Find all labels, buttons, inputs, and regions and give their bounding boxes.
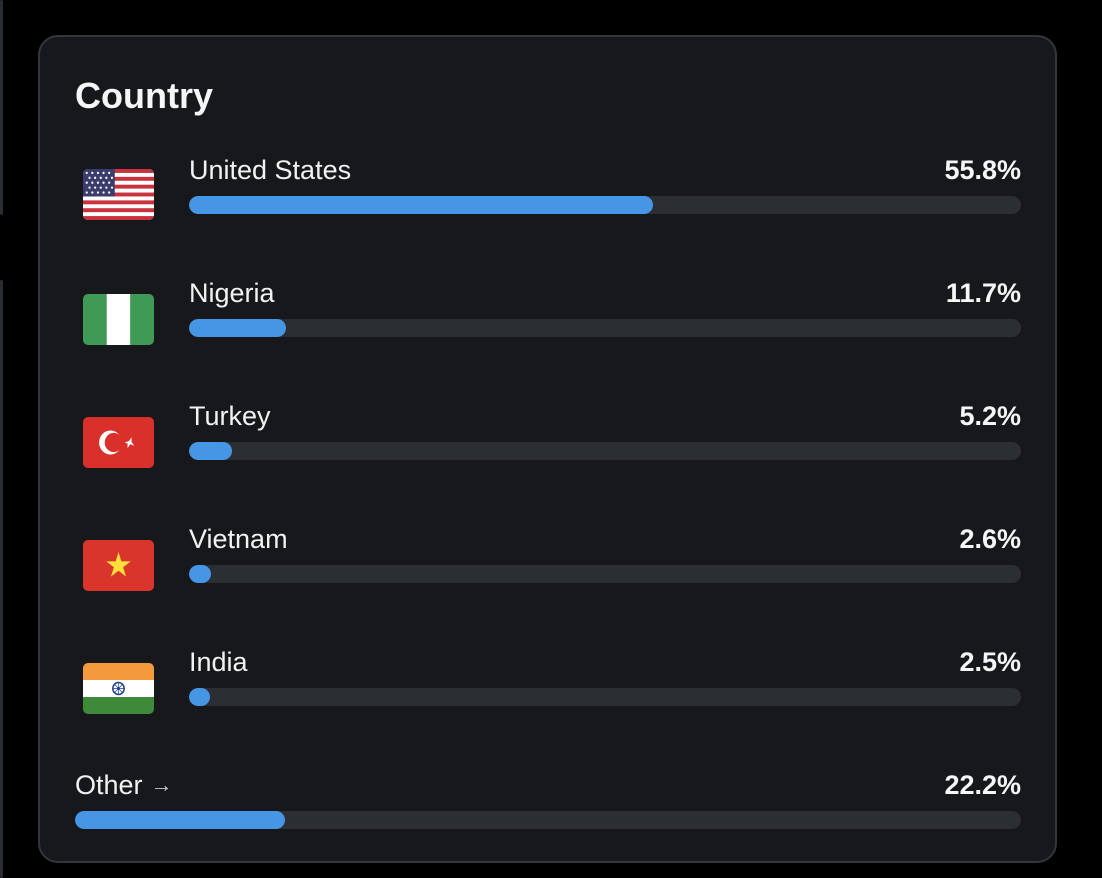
- country-label: United States: [189, 155, 352, 185]
- country-row-united-states: United States 55.8%: [40, 152, 1055, 252]
- other-percent: 22.2%: [944, 770, 1021, 800]
- country-share-bar: [189, 319, 1021, 337]
- country-share-bar: [189, 442, 1021, 460]
- country-row-vietnam: Vietnam 2.6%: [40, 521, 1055, 621]
- country-row-nigeria: Nigeria 11.7%: [40, 275, 1055, 375]
- country-percent: 2.6%: [959, 524, 1021, 554]
- turkey-flag-icon: [83, 417, 154, 468]
- other-share-fill: [75, 811, 285, 829]
- country-label: Nigeria: [189, 278, 275, 308]
- nigeria-flag-icon: [83, 294, 154, 345]
- country-percent: 55.8%: [944, 155, 1021, 185]
- country-percent: 11.7%: [945, 278, 1021, 308]
- country-row-turkey: Turkey 5.2%: [40, 398, 1055, 498]
- other-row: Other → 22.2%: [40, 767, 1055, 867]
- country-percent: 2.5%: [959, 647, 1021, 677]
- country-share-fill: [189, 196, 654, 214]
- left-edge-divider-bottom: [0, 280, 3, 878]
- country-row-india: India 2.5%: [40, 644, 1055, 744]
- country-label: Vietnam: [189, 524, 288, 554]
- country-share-bar: [189, 196, 1021, 214]
- other-link[interactable]: Other →: [75, 769, 173, 801]
- arrow-right-icon: →: [150, 772, 173, 797]
- left-edge-divider-top: [0, 0, 3, 215]
- india-flag-icon: [83, 663, 154, 714]
- country-label: Turkey: [189, 401, 271, 431]
- card-title: Country: [75, 75, 213, 116]
- country-share-bar: [189, 565, 1021, 583]
- other-label: Other: [75, 770, 143, 800]
- country-share-fill: [189, 688, 210, 706]
- country-share-bar: [189, 688, 1021, 706]
- country-share-fill: [189, 565, 211, 583]
- other-share-bar: [75, 811, 1021, 829]
- country-card: Country Uni: [38, 35, 1057, 863]
- country-share-fill: [189, 442, 233, 460]
- country-percent: 5.2%: [959, 401, 1021, 431]
- country-label: India: [189, 647, 248, 677]
- vietnam-flag-icon: [83, 540, 154, 591]
- us-flag-icon: [83, 169, 154, 220]
- country-share-fill: [189, 319, 287, 337]
